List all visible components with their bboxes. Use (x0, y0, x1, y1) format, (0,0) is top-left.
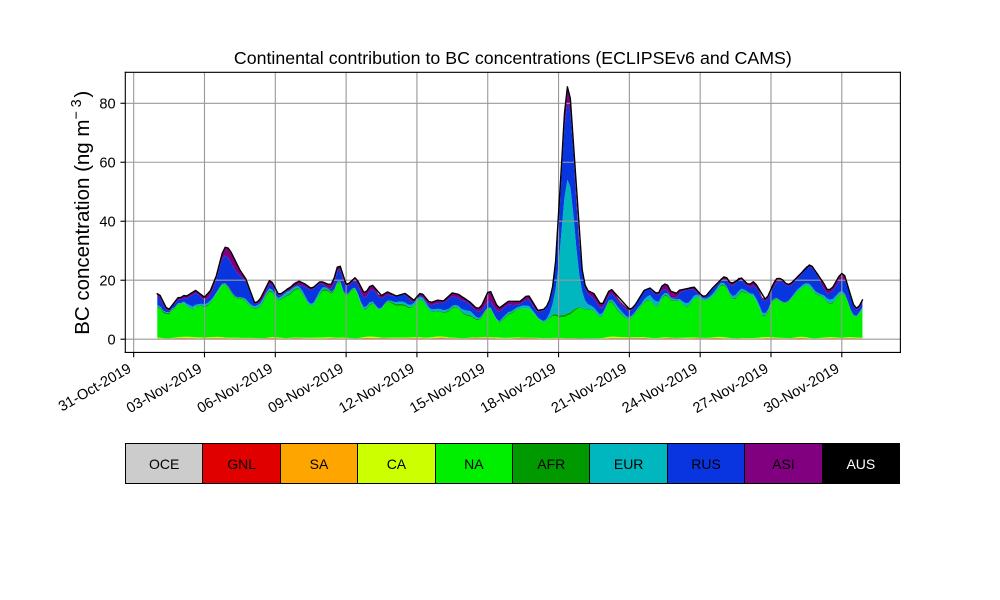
svg-text:40: 40 (99, 215, 115, 231)
svg-text:20: 20 (99, 274, 115, 290)
svg-text:Continental contribution to BC: Continental contribution to BC concentra… (234, 48, 792, 68)
svg-text:60: 60 (99, 156, 115, 172)
svg-text:80: 80 (99, 97, 115, 113)
svg-text:0: 0 (107, 333, 115, 349)
